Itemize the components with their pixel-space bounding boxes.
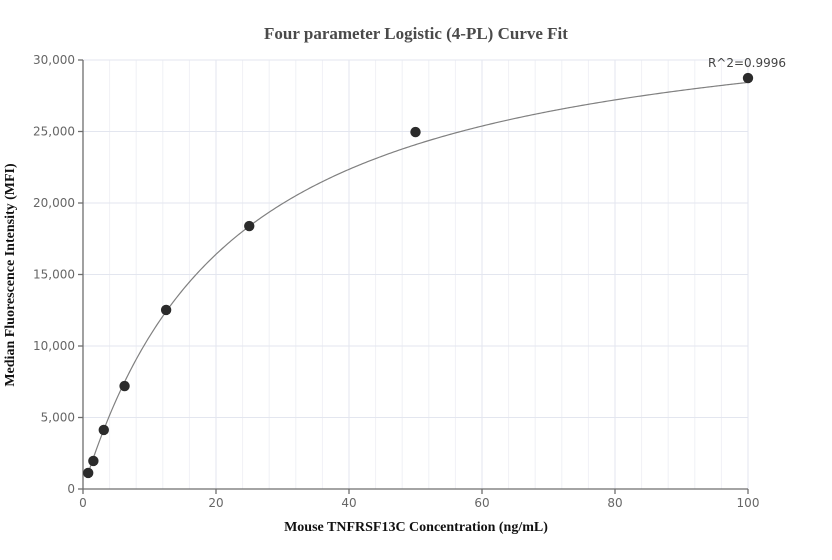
- x-tick-label: 0: [79, 496, 87, 510]
- y-tick-label: 15,000: [33, 268, 75, 282]
- y-tick-label: 25,000: [33, 125, 75, 139]
- fit-curve: [87, 81, 747, 474]
- x-tick-label: 60: [474, 496, 489, 510]
- data-point: [742, 72, 754, 84]
- grid: [83, 59, 749, 489]
- data-point: [160, 304, 172, 316]
- data-point: [119, 380, 130, 392]
- y-tick-label: 5,000: [41, 411, 75, 425]
- x-tick-label: 40: [341, 496, 356, 510]
- data-points: [82, 72, 754, 479]
- data-point: [98, 424, 109, 436]
- data-point: [82, 467, 94, 479]
- x-tick-label: 80: [607, 496, 622, 510]
- x-axis-title: Mouse TNFRSF13C Concentration (ng/mL): [284, 520, 548, 535]
- x-axis-ticks: 0 20 40 60 80 100: [79, 489, 759, 510]
- y-axis-title: Median Fluorescence Intensity (MFI): [3, 163, 18, 387]
- x-tick-label: 20: [208, 496, 223, 510]
- x-tick-label: 100: [737, 496, 760, 510]
- y-tick-label: 30,000: [33, 53, 75, 67]
- r-squared-annotation: R^2=0.9996: [708, 56, 786, 70]
- y-tick-label: 20,000: [33, 196, 75, 210]
- y-tick-label: 0: [67, 482, 75, 496]
- y-tick-label: 10,000: [33, 339, 75, 353]
- chart-title: Four parameter Logistic (4-PL) Curve Fit: [264, 24, 568, 43]
- data-point: [88, 455, 99, 467]
- y-axis-ticks: 0 5,000 10,000 15,000 20,000 25,000 30,000: [33, 53, 83, 496]
- data-point: [410, 126, 421, 138]
- data-point: [244, 220, 255, 232]
